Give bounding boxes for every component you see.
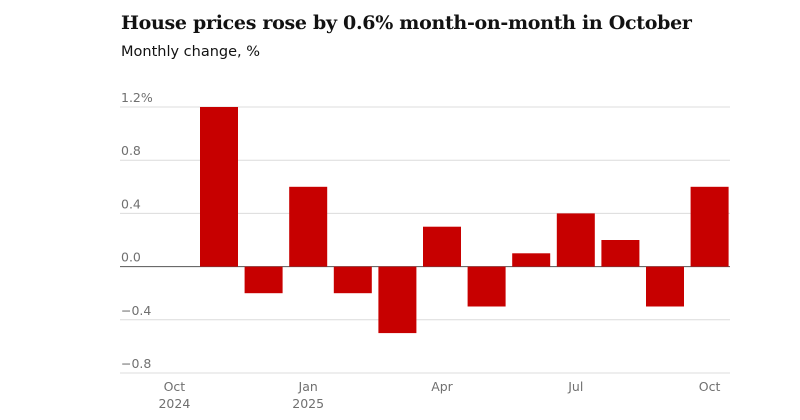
x-tick-label: Apr: [431, 379, 453, 394]
bar-nov-2024: [200, 107, 238, 267]
x-tick-label: Jul: [567, 379, 583, 394]
bar-mar-2025: [378, 266, 417, 334]
bar-sep-2025: [646, 266, 684, 307]
y-tick-label: 0.4: [121, 196, 141, 211]
chart-subtitle: Monthly change, %: [121, 44, 261, 60]
bar-may-2025: [467, 266, 506, 307]
y-tick-label: 0.0: [121, 250, 141, 265]
chart-title: House prices rose by 0.6% month-on-month…: [121, 12, 692, 34]
bar-jan-2025: [289, 186, 328, 267]
bar-apr-2025: [423, 226, 461, 267]
x-tick-year-label: 2025: [292, 396, 324, 411]
bar-dec-2024: [244, 266, 283, 294]
bar-feb-2025: [333, 266, 372, 294]
bar-oct-2025: [690, 186, 729, 267]
y-tick-label: 0.8: [121, 143, 141, 158]
y-tick-label: −0.4: [121, 303, 151, 318]
x-tick-year-label: 2024: [158, 396, 190, 411]
y-tick-label: 1.2%: [121, 90, 153, 105]
bar-jun-2025: [512, 253, 551, 267]
x-tick-label: Jan: [298, 379, 318, 394]
x-tick-label: Oct: [699, 379, 721, 394]
bar-aug-2025: [601, 240, 640, 267]
x-tick-label: Oct: [164, 379, 186, 394]
bar-jul-2025: [556, 213, 595, 267]
y-tick-label: −0.8: [121, 356, 151, 371]
